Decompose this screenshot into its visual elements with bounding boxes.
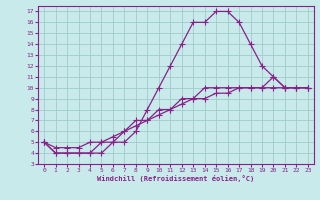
X-axis label: Windchill (Refroidissement éolien,°C): Windchill (Refroidissement éolien,°C): [97, 175, 255, 182]
